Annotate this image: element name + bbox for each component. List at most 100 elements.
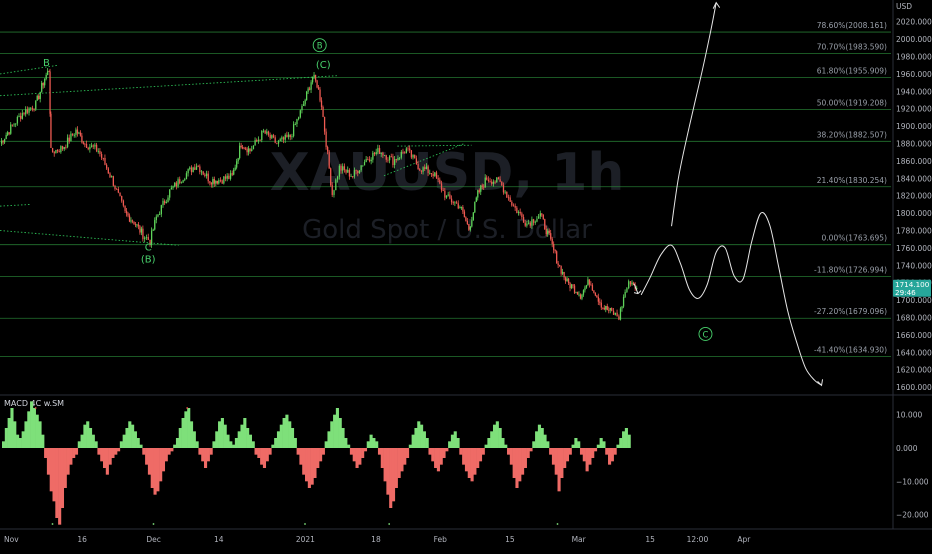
- macd-bar: [571, 444, 575, 448]
- macd-bar: [55, 448, 59, 518]
- macd-bar: [464, 448, 469, 472]
- macd-bar: [316, 448, 320, 468]
- price-candle-body: [136, 224, 138, 226]
- macd-bar: [237, 431, 241, 448]
- price-candle-body: [382, 152, 384, 156]
- price-candle-body: [362, 165, 364, 167]
- fib-retracement-layer[interactable]: 78.60%(2008.161) 70.70%(1983.590) 61.80%(1…: [0, 21, 891, 358]
- price-candle-body: [174, 182, 176, 187]
- price-candle-body: [97, 151, 99, 152]
- price-candle-body: [257, 139, 260, 142]
- macd-bar: [582, 448, 586, 462]
- macd-bar: [100, 448, 104, 462]
- price-candle-body: [187, 169, 189, 174]
- macd-bar: [195, 441, 199, 448]
- macd-bar: [428, 448, 432, 455]
- macd-bar: [478, 448, 483, 462]
- price-candle-body: [345, 169, 347, 173]
- macd-bar: [532, 441, 536, 448]
- price-candle-body: [554, 249, 556, 252]
- price-candle-body: [425, 166, 428, 170]
- price-candle-body: [557, 263, 559, 266]
- currency-label: USD: [896, 2, 912, 11]
- macd-bar: [420, 424, 424, 448]
- wave-label: B: [43, 58, 50, 69]
- wave-label: B: [317, 42, 323, 52]
- price-candle-body: [397, 158, 399, 161]
- macd-bar: [209, 448, 213, 455]
- price-candle-body: [330, 168, 332, 186]
- price-candle-body: [335, 179, 337, 191]
- price-candle-body: [177, 179, 179, 187]
- time-tick-label: Mar: [572, 535, 587, 544]
- fib-label: 0.00%(1763.695): [822, 234, 888, 243]
- macd-bar: [490, 431, 494, 448]
- macd-bar: [119, 441, 123, 448]
- price-candle-body: [566, 278, 568, 282]
- price-candle-body: [266, 131, 268, 134]
- projection-layer[interactable]: [633, 1, 824, 387]
- price-axis[interactable]: 1600.000 1620.000 1640.000 1660.000 1680.000…: [893, 2, 932, 392]
- macd-bar: [347, 444, 351, 448]
- price-candle-body: [599, 301, 601, 303]
- macd-bar: [512, 448, 516, 478]
- price-candle-body: [210, 182, 213, 185]
- price-candle-body: [314, 74, 317, 81]
- fib-label: 70.70%(1983.590): [817, 42, 887, 51]
- macd-bar: [161, 448, 166, 472]
- price-candle-body: [465, 217, 467, 221]
- price-candle-body: [233, 169, 235, 175]
- price-candle-body: [322, 106, 324, 117]
- macd-bar: [442, 448, 446, 458]
- macd-bar: [46, 448, 50, 475]
- price-candle-body: [292, 124, 295, 137]
- macd-bar: [484, 444, 488, 448]
- indicator-tick-label: −20.000: [896, 511, 929, 520]
- price-candle-body: [548, 230, 550, 234]
- macd-bar: [591, 448, 595, 458]
- macd-bar: [108, 448, 112, 465]
- price-candle-body: [512, 205, 515, 207]
- macd-bar: [551, 448, 556, 465]
- time-axis[interactable]: Nov 16 Dec 14 2021 18 Feb 15 Mar 15 12:00 Apr: [4, 535, 751, 544]
- price-candle-body: [68, 137, 70, 142]
- price-candle-body: [537, 216, 540, 219]
- impulse-projection-path: [671, 2, 717, 227]
- price-candle-body: [603, 307, 605, 310]
- macd-bar: [622, 431, 626, 448]
- price-candle-body: [368, 159, 371, 162]
- price-candle-body: [591, 285, 594, 291]
- macd-bar: [206, 448, 210, 462]
- wave-labels-layer[interactable]: B C (B) B (C) C: [43, 38, 713, 341]
- price-tick-label: 1840.000: [896, 174, 932, 183]
- macd-bar: [184, 411, 188, 448]
- wave-label: (B): [141, 255, 156, 266]
- price-candle-body: [539, 213, 541, 217]
- macd-bar: [114, 448, 118, 455]
- price-candle-body: [373, 152, 376, 155]
- price-candle-body: [13, 124, 15, 126]
- price-candle-body: [109, 173, 111, 178]
- price-candle-body: [204, 174, 206, 176]
- signal-dot: [186, 407, 189, 409]
- price-candle-body: [499, 179, 501, 182]
- price-candle-body: [462, 207, 464, 212]
- price-candle-body: [145, 237, 148, 238]
- price-candle-body: [213, 178, 216, 184]
- trendlines-layer[interactable]: [0, 64, 472, 246]
- price-candle-body: [259, 139, 261, 141]
- price-candle-body: [286, 134, 288, 138]
- macd-bar: [372, 438, 376, 448]
- price-candle-body: [336, 176, 339, 180]
- price-candle-body: [553, 243, 555, 250]
- price-candle-body: [30, 107, 32, 109]
- price-candle-body: [531, 219, 533, 226]
- macd-bar: [150, 448, 154, 488]
- macd-bar: [66, 448, 70, 475]
- price-candle-body: [180, 182, 183, 184]
- macd-bar: [279, 424, 283, 448]
- macd-bar: [333, 414, 337, 448]
- macd-bar: [198, 448, 202, 455]
